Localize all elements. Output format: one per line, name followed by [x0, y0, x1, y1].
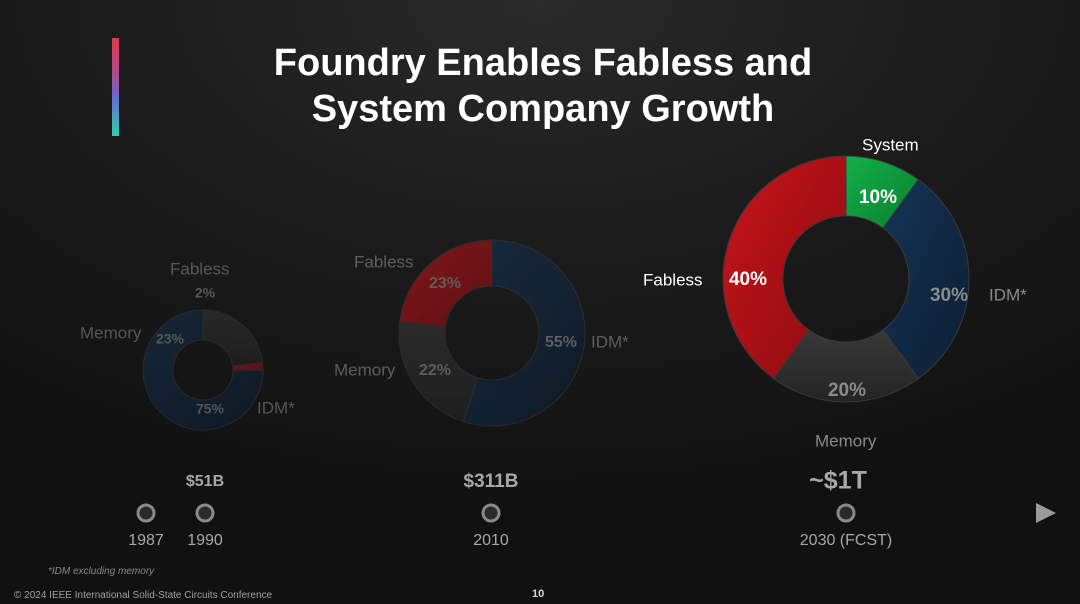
donuts: 75% 23% 2% IDM* Memory Fabless 55% 22% 23% IDM* Me…	[80, 135, 1027, 450]
slice-2010-fabless	[399, 239, 493, 328]
pct-label-2030-fcst-idm: 30%	[930, 285, 968, 306]
category-label-2030-fcst-fabless: Fabless	[643, 270, 703, 289]
category-label-1990-idm: IDM*	[257, 398, 295, 417]
timeline-arrowhead	[1036, 503, 1056, 523]
pct-label-1990-memory: 23%	[156, 331, 185, 347]
slice-2030-fcst-memory	[773, 329, 919, 403]
market-size-2010: $311B	[464, 471, 519, 492]
category-label-2030-fcst-memory: Memory	[815, 431, 877, 450]
category-label-2010-fabless: Fabless	[354, 252, 414, 271]
footnote: *IDM excluding memory	[48, 566, 155, 577]
category-label-2010-idm: IDM*	[591, 332, 629, 351]
title-line-2: System Company Growth	[311, 88, 775, 130]
accent-bar	[112, 38, 119, 136]
donut-2030-fcst: 10% 30% 20% 40% System IDM* Memory Fabless	[643, 135, 1027, 450]
slice-1990-fabless	[232, 361, 264, 371]
page-number: 10	[532, 588, 545, 600]
title-line-1: Foundry Enables Fabless and	[273, 42, 813, 84]
slice-1990-memory	[202, 309, 264, 367]
pct-label-1990-idm: 75%	[196, 401, 225, 417]
pct-label-2030-fcst-memory: 20%	[828, 380, 866, 401]
donut-1990: 75% 23% 2% IDM* Memory Fabless	[80, 259, 295, 431]
timeline-tick-2010: 2010	[473, 532, 509, 549]
pct-label-2010-fabless: 23%	[429, 275, 461, 292]
slice-1990-idm	[142, 309, 264, 431]
timeline-node-1990	[195, 503, 215, 523]
timeline-tick-1987: 1987	[128, 532, 164, 549]
category-label-2030-fcst-system: System	[862, 135, 919, 154]
category-label-2030-fcst-idm: IDM*	[989, 285, 1027, 304]
market-size-2030-fcst: ~$1T	[809, 467, 867, 495]
timeline-node-1987	[136, 503, 156, 523]
category-label-2010-memory: Memory	[334, 360, 396, 379]
category-label-1990-memory: Memory	[80, 323, 142, 342]
donut-2010: 55% 22% 23% IDM* Memory Fabless	[334, 239, 629, 427]
timeline-nodes: 1987 1990 $51B 2010 $311B 2030 (FCST) ~$1T	[128, 467, 892, 550]
timeline-node-2010	[481, 503, 501, 523]
pct-label-2030-fcst-system: 10%	[859, 187, 897, 208]
pct-label-2030-fcst-fabless: 40%	[729, 269, 767, 290]
copyright: © 2024 IEEE International Solid-State Ci…	[14, 590, 273, 601]
timeline-node-2030-fcst	[836, 503, 856, 523]
timeline-tick-1990: 1990	[187, 532, 223, 549]
slice-2010-idm	[462, 239, 586, 427]
market-size-1990: $51B	[186, 473, 224, 490]
pct-label-1990-fabless: 2%	[195, 285, 216, 301]
slide-title: Foundry Enables Fabless and System Compa…	[0, 40, 1080, 132]
pct-label-2010-memory: 22%	[419, 362, 451, 379]
slice-2030-fcst-fabless	[722, 155, 847, 380]
pct-label-2010-idm: 55%	[545, 334, 577, 351]
category-label-1990-fabless: Fabless	[170, 259, 230, 278]
slice-2030-fcst-idm	[882, 178, 970, 380]
timeline-tick-2030-fcst: 2030 (FCST)	[800, 532, 892, 549]
